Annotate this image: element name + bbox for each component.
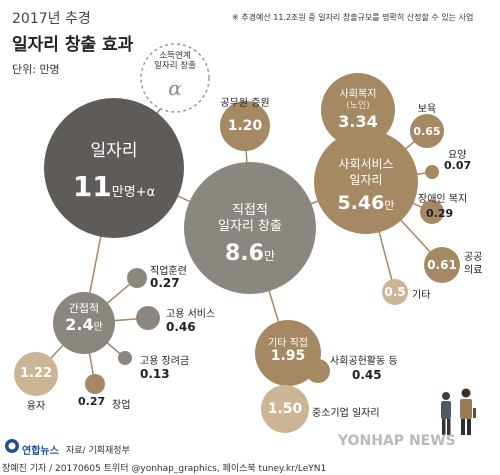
- loan-label: 융자: [26, 401, 46, 412]
- childcare-value: 0.65: [413, 125, 441, 138]
- startup-label: 창업: [112, 400, 131, 411]
- other-direct-bubble: [255, 320, 321, 386]
- page-title: 일자리 창출 효과: [12, 35, 134, 55]
- credit-line: 장예진 기자 / 20170605 트위터 @yonhap_graphics, …: [2, 464, 327, 474]
- social-welfare-sublabel: (노인): [346, 101, 370, 111]
- sme-value: 1.50: [267, 401, 303, 417]
- income-linked-bubble: [140, 43, 210, 113]
- social-service-bubble: [314, 130, 418, 234]
- indirect-label: 간접적: [68, 302, 100, 315]
- yonhap-logo-icon: [5, 439, 19, 453]
- indirect-bubble: [53, 292, 115, 354]
- employment-service-value: 0.46: [166, 320, 196, 334]
- yonhap-logo-text: 연합뉴스: [22, 446, 59, 457]
- social-service-value: 5.46: [337, 192, 385, 214]
- sme-bubble: [261, 385, 309, 433]
- job-training-label: 직업훈련: [150, 266, 187, 277]
- page-year-title: 2017년 추경: [12, 11, 91, 27]
- total-bubble: [44, 98, 184, 238]
- watermark: YONHAP NEWS: [338, 433, 456, 449]
- income-linked-value: α: [168, 76, 182, 100]
- nursing-label: 요양: [448, 150, 467, 161]
- indirect-value-group: 2.4만: [65, 315, 103, 334]
- direct-value-group: 8.6만: [225, 241, 275, 266]
- income-linked-label: 소득연계 일자리 창출: [154, 51, 196, 71]
- source-label: 자료/ 기획재정부: [66, 446, 130, 456]
- social-welfare-bubble: [321, 73, 395, 147]
- job-training-value: 0.27: [150, 276, 180, 290]
- direct-unit: 만: [263, 249, 276, 263]
- social-welfare-value: 3.34: [338, 112, 378, 131]
- small-dots: [85, 114, 460, 394]
- social-service-unit: 만: [384, 199, 395, 212]
- social-service-label: 사회서비스 일자리: [338, 157, 394, 187]
- loan-bubble: [14, 352, 58, 396]
- civil-servants-label: 공무원 증원: [220, 98, 270, 109]
- unit-label: 단위: 만명: [12, 63, 60, 76]
- social-contribution-value: 0.45: [352, 368, 382, 382]
- direct-bubble: [184, 162, 316, 294]
- public-medical-value: 0.61: [427, 258, 457, 272]
- employment-subsidy-value: 0.13: [140, 367, 170, 381]
- direct-label: 직접적 일자리 창출: [218, 203, 282, 234]
- social-contribution-label: 사회공헌활동 등: [330, 356, 398, 367]
- social-welfare-label: 사회복지: [339, 89, 377, 100]
- civil-servants-bubble: [220, 101, 270, 151]
- total-value-group: 11만명+α: [73, 170, 155, 203]
- people-illustration: [441, 388, 476, 435]
- public-medical-label: 공공 의료: [464, 252, 483, 276]
- indirect-unit: 만: [93, 322, 103, 333]
- nursing-value: 0.07: [444, 159, 472, 172]
- footnote: ※ 추경예산 11.2조원 중 일자리 창출규모를 명확히 산정할 수 있는 사…: [232, 13, 474, 22]
- social-service-value-group: 5.46만: [337, 192, 394, 214]
- total-label: 일자리: [90, 141, 138, 161]
- disability-welfare-label: 장애인 복지: [418, 194, 468, 205]
- other-service-label: 기타: [412, 290, 431, 301]
- other-service-value: 0.5: [384, 285, 406, 299]
- sme-label: 중소기업 일자리: [312, 408, 380, 419]
- other-direct-label: 기타 직접: [268, 338, 308, 349]
- employment-subsidy-label: 고용 장려금: [140, 356, 190, 367]
- startup-value: 0.27: [78, 395, 106, 408]
- total-value: 11: [72, 170, 112, 203]
- employment-service-label: 고용 서비스: [166, 309, 216, 320]
- disability-welfare-value: 0.29: [426, 207, 454, 220]
- other-direct-value: 1.95: [270, 348, 306, 364]
- childcare-label: 보육: [417, 104, 437, 115]
- indirect-value: 2.4: [65, 315, 94, 334]
- total-suffix: 만명+α: [111, 185, 156, 200]
- direct-value: 8.6: [224, 241, 264, 266]
- civil-servants-value: 1.20: [227, 118, 263, 134]
- loan-value: 1.22: [19, 366, 53, 381]
